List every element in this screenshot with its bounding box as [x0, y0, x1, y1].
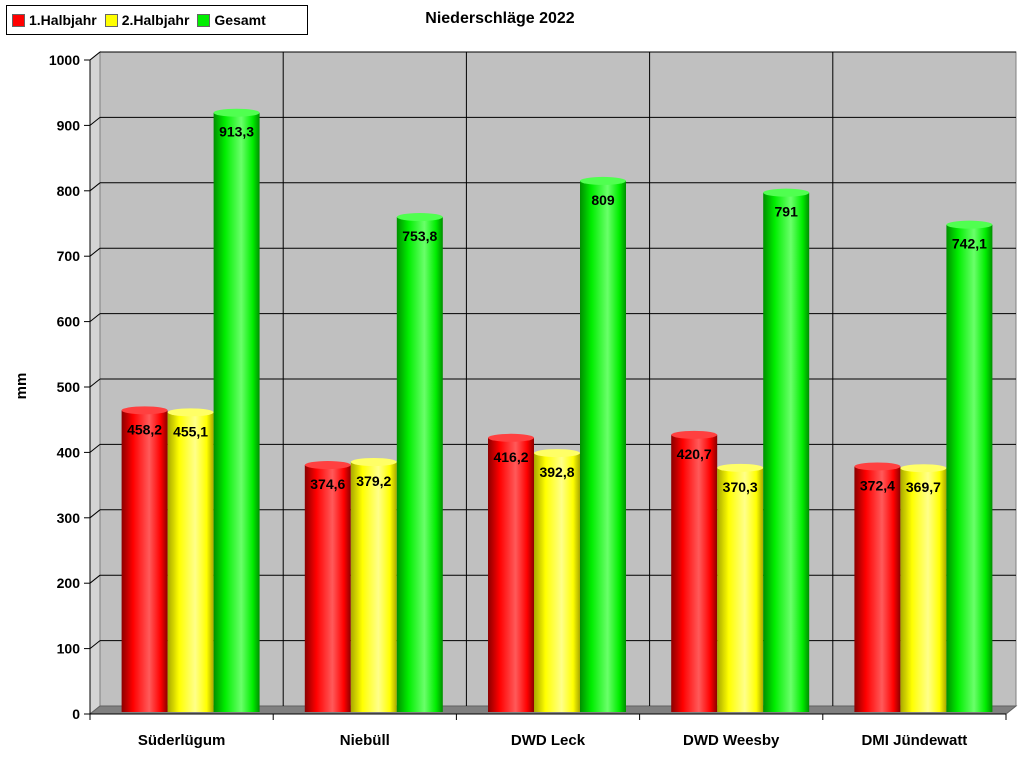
bar-top	[167, 408, 214, 417]
bar	[534, 453, 580, 712]
legend: 1.Halbjahr 2.Halbjahr Gesamt	[6, 5, 308, 35]
bar-value-label: 809	[591, 192, 615, 208]
y-tick-label: 800	[57, 183, 81, 199]
legend-swatch-red	[12, 13, 25, 27]
legend-item-gesamt: Gesamt	[197, 12, 266, 28]
bar	[763, 192, 810, 712]
bar	[396, 217, 443, 712]
bar-top	[213, 108, 260, 117]
bar-top	[580, 176, 626, 185]
bar	[717, 467, 764, 712]
bar-value-label: 372,4	[860, 477, 895, 493]
bar	[854, 466, 901, 712]
bar-value-label: 392,8	[539, 464, 574, 480]
gridline-side	[89, 117, 101, 126]
legend-label-1-halbjahr: 1.Halbjahr	[29, 12, 97, 28]
bar-value-label: 379,2	[356, 473, 391, 489]
gridline-side	[89, 182, 101, 192]
bar-top	[121, 406, 168, 415]
bar-value-label: 370,3	[723, 479, 758, 495]
y-tick-label: 900	[57, 117, 81, 133]
bar-value-label: 420,7	[677, 446, 712, 462]
legend-label-gesamt: Gesamt	[214, 12, 266, 28]
legend-swatch-yellow	[104, 13, 118, 27]
bar-top	[534, 449, 580, 458]
x-tick-label: Süderlügum	[138, 732, 226, 749]
bar-value-label: 455,1	[173, 423, 208, 439]
bar-value-label: 416,2	[493, 449, 528, 465]
gridline-side	[89, 509, 101, 519]
bar	[304, 465, 351, 712]
bar-top	[304, 461, 351, 470]
bar-value-label: 791	[775, 204, 799, 220]
y-tick-label: 300	[57, 510, 81, 526]
bar-top	[488, 433, 534, 442]
bar-top	[671, 430, 718, 439]
bar	[488, 437, 534, 712]
gridline-side	[89, 640, 101, 649]
x-tick-label: DMI Jündewatt	[861, 732, 967, 749]
bar	[946, 224, 993, 712]
legend-label-2-halbjahr: 2.Halbjahr	[121, 12, 190, 28]
y-tick-label: 600	[57, 314, 81, 330]
bar-value-label: 753,8	[402, 228, 437, 244]
bar	[671, 434, 718, 712]
bar	[580, 180, 626, 712]
y-tick-label: 500	[57, 379, 81, 395]
gridline-side	[89, 378, 101, 388]
y-tick-label: 0	[72, 706, 80, 722]
bar	[213, 112, 260, 713]
bar-top	[854, 462, 901, 471]
y-tick-label: 200	[57, 575, 81, 591]
y-tick-label: 700	[57, 248, 81, 264]
bar-value-label: 369,7	[906, 479, 941, 495]
bar-top	[717, 463, 764, 472]
bar-value-label: 913,3	[219, 124, 254, 140]
gridline-side	[89, 313, 101, 322]
bar	[350, 462, 397, 712]
bar-value-label: 458,2	[127, 421, 162, 437]
bar-top	[350, 458, 397, 467]
y-axis-label: mm	[13, 373, 30, 400]
bar-top	[396, 213, 443, 222]
legend-item-2-halbjahr: 2.Halbjahr	[104, 12, 190, 28]
x-tick-label: Niebüll	[340, 732, 390, 749]
x-tick-label: DWD Weesby	[683, 732, 780, 749]
legend-item-1-halbjahr: 1.Halbjahr	[12, 12, 97, 28]
y-tick-label: 400	[57, 444, 81, 460]
y-tick-label: 100	[57, 641, 81, 657]
gridline-side	[89, 444, 101, 453]
bar	[121, 410, 168, 712]
bar	[167, 412, 214, 712]
bar-value-label: 742,1	[952, 236, 987, 252]
legend-swatch-green	[197, 13, 211, 27]
gridline-side	[89, 574, 101, 584]
bar	[900, 468, 947, 712]
gridline-side	[89, 51, 101, 61]
gridline-side	[89, 247, 101, 257]
bar-value-label: 374,6	[310, 476, 345, 492]
bar-top	[763, 188, 810, 197]
x-tick-label: DWD Leck	[511, 732, 586, 749]
chart-title: Niederschläge 2022	[425, 10, 575, 27]
bar-top	[946, 220, 993, 229]
bar-top	[900, 464, 947, 473]
y-tick-label: 1000	[49, 52, 80, 68]
